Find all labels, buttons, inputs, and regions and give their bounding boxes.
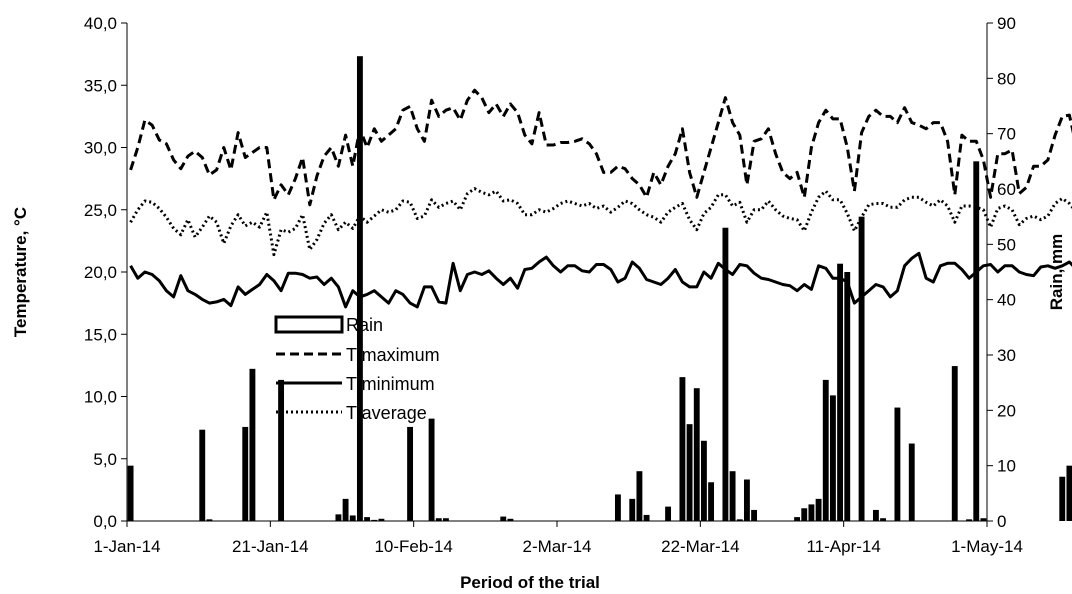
rain-bar	[966, 519, 973, 521]
legend-label-tavg: T average	[346, 403, 427, 423]
rain-bars	[127, 56, 1072, 522]
x-tick-label: 2-Mar-14	[523, 537, 592, 556]
rain-bar	[722, 227, 729, 521]
y-tick-label: 15,0	[84, 325, 117, 344]
y2-tick-label: 20	[997, 401, 1016, 420]
rain-bar	[428, 418, 435, 521]
legend-label-rain: Rain	[346, 315, 383, 335]
y-tick-label: 5,0	[93, 450, 117, 469]
rain-bar	[844, 272, 851, 521]
y-tick-label: 0,0	[93, 512, 117, 531]
x-tick-label: 1-May-14	[951, 537, 1023, 556]
rain-bar	[442, 518, 449, 521]
x-tick-label: 21-Jan-14	[232, 537, 309, 556]
rain-bar	[342, 498, 349, 521]
rain-bar	[951, 366, 958, 521]
legend-swatch-rain	[274, 315, 344, 334]
rain-bar	[614, 494, 621, 521]
axes: 0,0 5,0 10,0 15,0 20,0 25,0 30,0 35,0 40,0 0 10 20 3…	[84, 14, 1023, 556]
x-tick-label: 1-Jan-14	[93, 537, 160, 556]
rain-bar	[1059, 476, 1066, 521]
rain-bar	[636, 471, 643, 521]
rain-bar	[837, 263, 844, 521]
y2-tick-label: 10	[997, 457, 1016, 476]
rain-bar	[794, 517, 801, 521]
rain-bar	[858, 216, 865, 521]
y2-axis-title: Rain, mm	[1047, 234, 1066, 311]
y-tick-label: 25,0	[84, 201, 117, 220]
y-tick-label: 30,0	[84, 139, 117, 158]
rain-bar	[908, 443, 915, 521]
y-tick-label: 20,0	[84, 263, 117, 282]
rain-bar	[751, 509, 758, 521]
y2-tick-label: 90	[997, 14, 1016, 33]
y-tick-label: 10,0	[84, 388, 117, 407]
series-line-3	[129, 187, 1072, 257]
rain-bar	[801, 508, 808, 521]
y2-tick-label: 0	[997, 512, 1006, 531]
x-axis-title: Period of the trial	[460, 573, 600, 592]
rain-bar	[242, 426, 249, 521]
rain-bar	[507, 518, 514, 521]
y2-tick-label: 60	[997, 180, 1016, 199]
rain-bar	[356, 56, 363, 521]
rain-bar	[407, 426, 414, 521]
rain-bar	[872, 509, 879, 521]
rain-bar	[822, 379, 829, 521]
series-line-2	[129, 251, 1072, 309]
rain-bar	[815, 498, 822, 521]
x-tick-label: 11-Apr-14	[806, 537, 880, 556]
rain-bar	[364, 517, 371, 521]
rain-bar	[700, 440, 707, 521]
rain-bar	[665, 506, 672, 521]
rain-bar	[808, 504, 815, 521]
x-tick-label: 10-Feb-14	[374, 537, 452, 556]
y2-tick-label: 50	[997, 235, 1016, 254]
rain-bar	[980, 518, 987, 521]
rain-bar	[743, 479, 750, 521]
y2-tick-label: 40	[997, 291, 1016, 310]
rain-bar	[880, 518, 887, 521]
legend-label-tmax: T maximum	[346, 345, 440, 365]
y-tick-label: 40,0	[84, 14, 117, 33]
y-axis-title: Temperature, °C	[11, 207, 30, 337]
rain-bar	[1066, 465, 1072, 521]
rain-bar	[894, 407, 901, 521]
rain-bar	[829, 395, 836, 521]
rain-bar	[693, 388, 700, 521]
y-tick-label: 35,0	[84, 76, 117, 95]
rain-bar	[500, 516, 507, 521]
rain-bar	[679, 377, 686, 521]
rain-bar	[629, 498, 636, 521]
rain-bar	[199, 429, 206, 521]
temperature-lines	[129, 88, 1072, 309]
y2-tick-label: 70	[997, 125, 1016, 144]
rain-bar	[249, 368, 256, 521]
rain-bar	[736, 519, 743, 521]
rain-bar	[378, 518, 385, 521]
rain-bar	[127, 465, 134, 521]
legend-label-tmin: T minimum	[346, 374, 435, 394]
x-tick-label: 22-Mar-14	[661, 537, 739, 556]
rain-bar	[278, 379, 285, 521]
series-line-1	[129, 88, 1072, 207]
rain-bar	[643, 514, 650, 521]
rain-bar	[371, 519, 378, 521]
rain-bar	[435, 518, 442, 521]
rain-bar	[686, 424, 693, 521]
rain-bar	[708, 482, 715, 521]
y2-tick-label: 30	[997, 346, 1016, 365]
rain-bar	[729, 471, 736, 521]
rain-bar	[349, 515, 356, 521]
rain-bar	[973, 161, 980, 522]
y2-tick-label: 80	[997, 69, 1016, 88]
legend: Rain T maximum T minimum T average	[274, 315, 440, 423]
rain-bar	[206, 519, 213, 521]
rain-bar	[335, 514, 342, 521]
